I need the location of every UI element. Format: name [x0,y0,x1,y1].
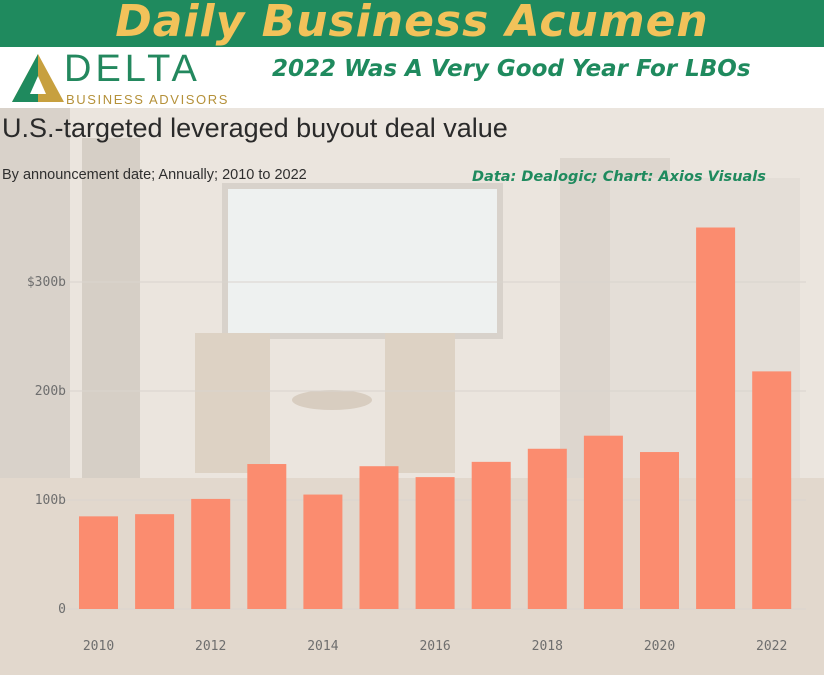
x-axis-labels: 2010 2012 2014 2016 2018 2020 2022 [83,639,788,654]
bar-2013 [247,464,287,609]
bar-2011 [135,514,175,609]
bar-2016 [415,477,455,609]
x-tick-label: 2012 [195,639,226,654]
x-tick-label: 2010 [83,639,114,654]
x-tick-label: 2022 [756,639,787,654]
x-tick-label: 2016 [419,639,450,654]
x-tick-label: 2018 [532,639,563,654]
x-tick-label: 2020 [644,639,675,654]
bar-2019 [583,435,623,609]
bar-2017 [471,461,511,609]
y-tick-label: $300b [27,275,66,290]
delta-logo-icon [12,54,64,102]
bar-2021 [696,227,736,609]
bar-2015 [359,466,399,609]
bar-2010 [79,516,118,609]
x-tick-label: 2014 [307,639,338,654]
bar-2022 [752,371,792,609]
bar-2012 [191,498,231,609]
y-tick-label: 200b [35,384,66,399]
header-band [0,0,824,47]
bar-2018 [527,448,567,609]
chart-subtitle: By announcement date; Annually; 2010 to … [2,167,307,183]
y-tick-label: 0 [58,602,66,617]
bar-2014 [303,494,343,609]
bars [79,227,792,609]
subheader-band [0,47,824,108]
y-tick-label: 100b [35,493,66,508]
site-title: Daily Business Acumen [115,0,709,47]
chart-source: Data: Dealogic; Chart: Axios Visuals [472,169,766,185]
y-axis-labels: 0 100b 200b $300b [27,275,66,617]
bar-2020 [640,452,679,609]
headline: 2022 Was A Very Good Year For LBOs [272,56,751,82]
logo-subtitle: BUSINESS ADVISORS [66,92,230,107]
chart-title: U.S.-targeted leveraged buyout deal valu… [2,113,508,143]
logo-wordmark: DELTA [64,48,201,90]
